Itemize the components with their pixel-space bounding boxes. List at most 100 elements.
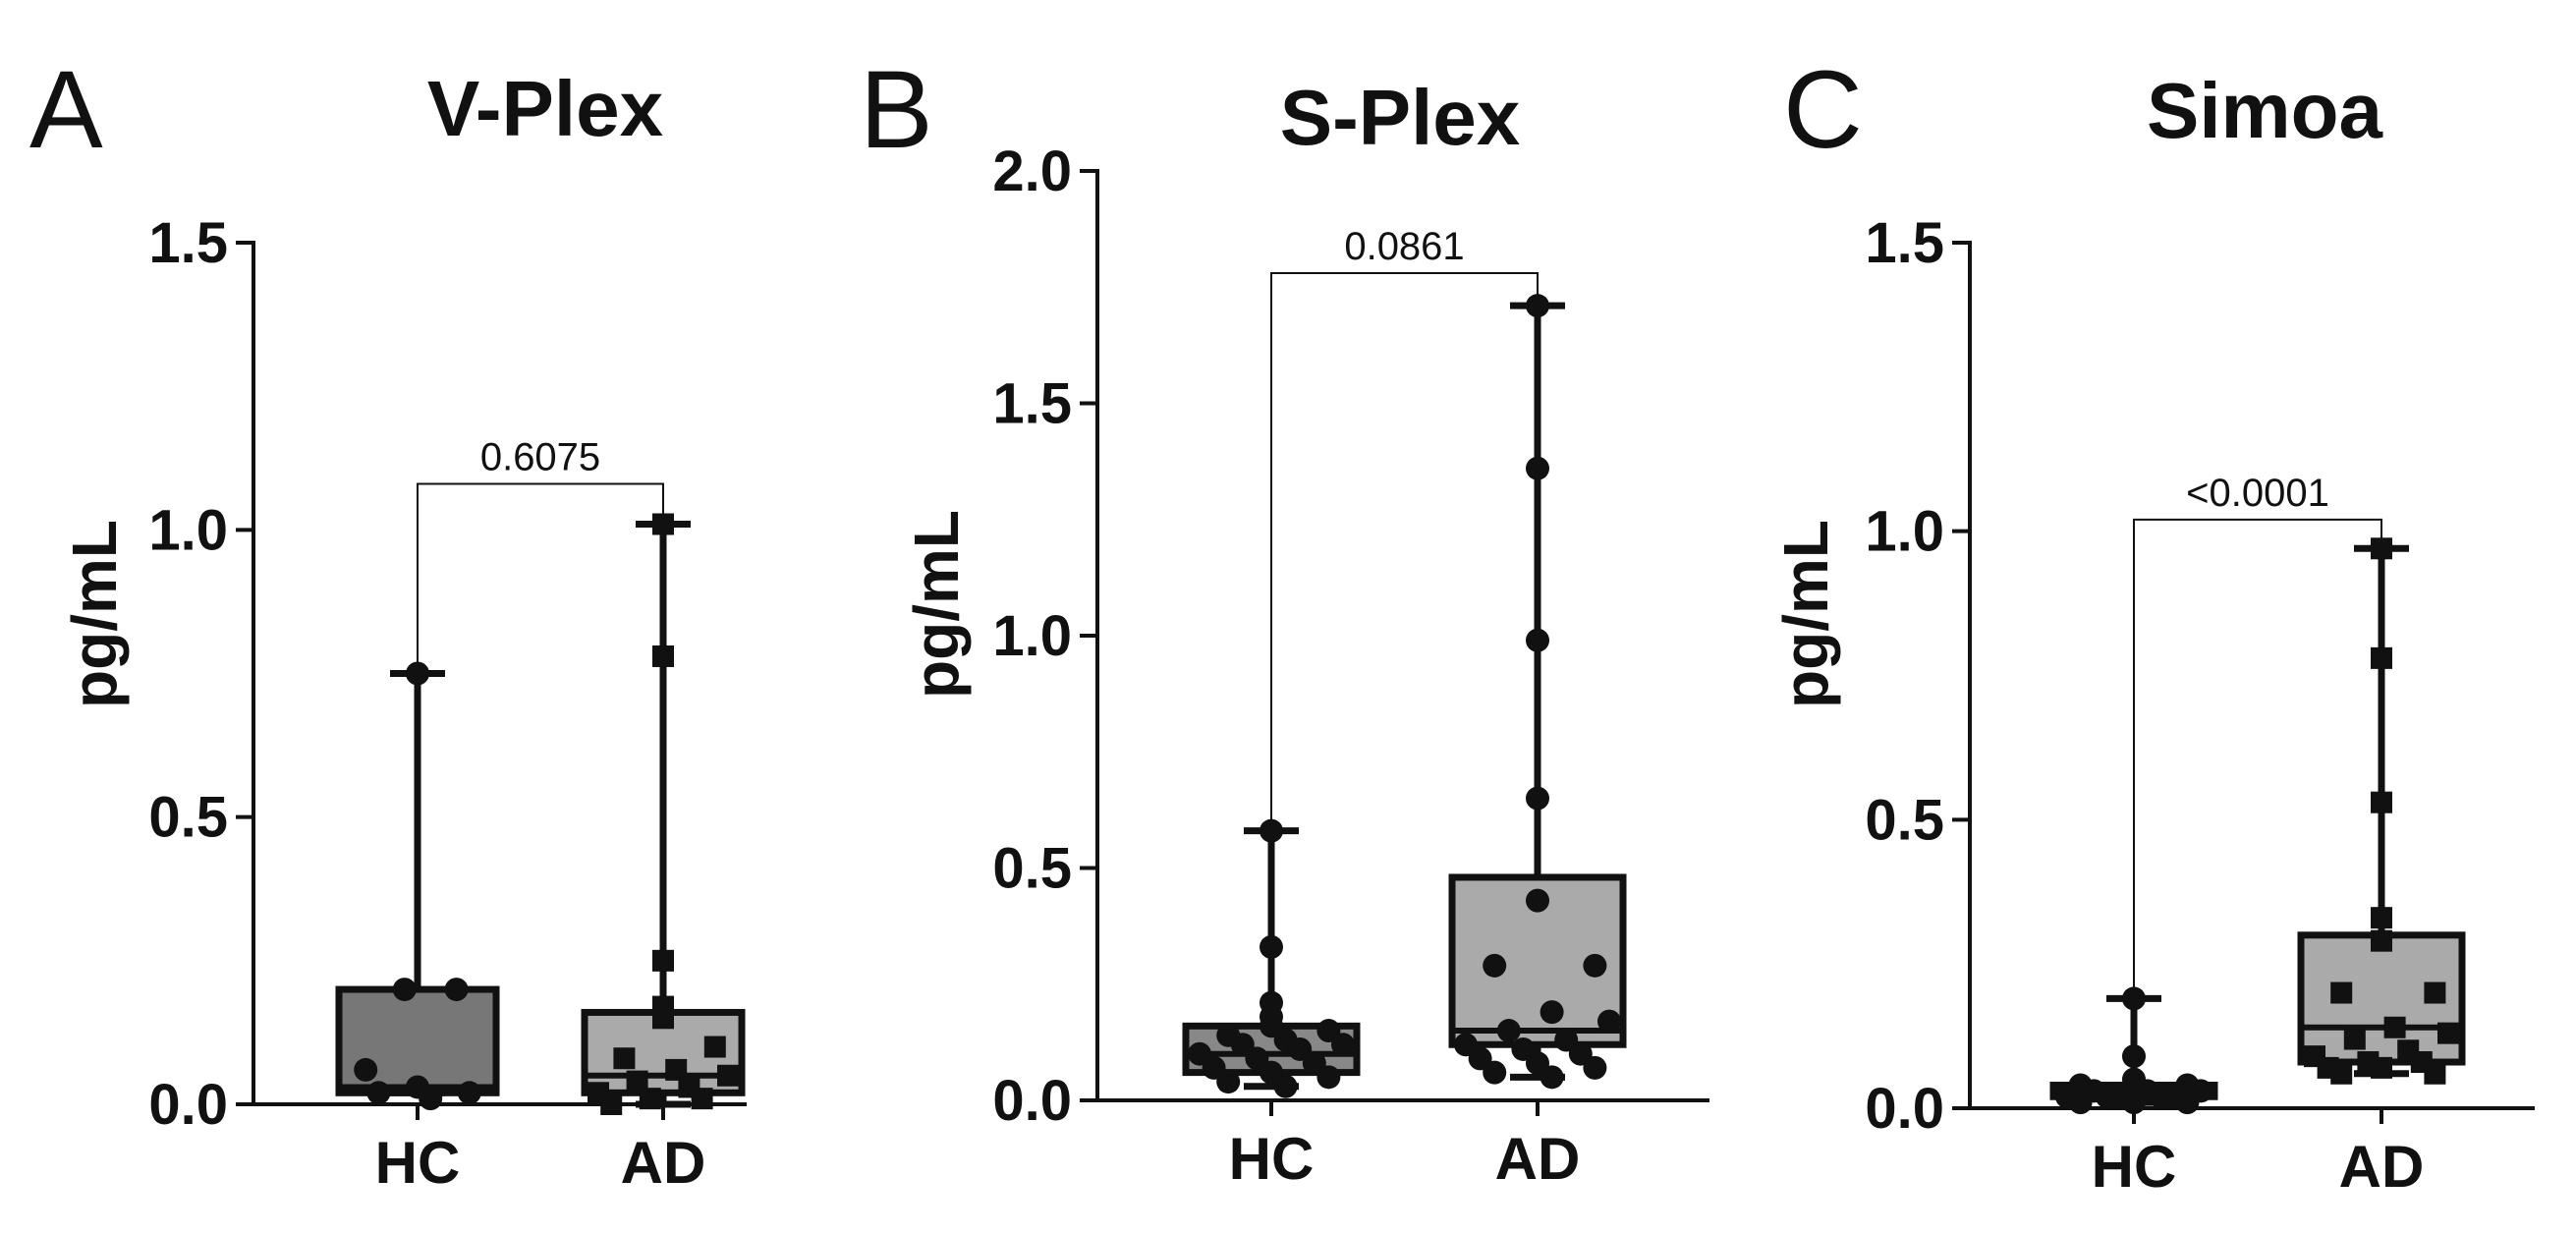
y-tick-label: 0.5 (992, 837, 1072, 901)
y-tick-label: 2.0 (992, 140, 1072, 203)
data-point (2371, 1056, 2392, 1079)
comparison-bracket: 0.6075 (417, 436, 664, 666)
y-tick-label: 0.5 (148, 786, 228, 850)
box-group-ad (2297, 537, 2466, 1085)
data-point (1260, 818, 1283, 843)
panel-letter: A (29, 48, 103, 171)
data-point (1583, 953, 1607, 978)
data-point (2122, 1044, 2146, 1069)
data-point (652, 645, 674, 667)
y-tick-label: 0.0 (1865, 1077, 1944, 1141)
data-point (2383, 1016, 2406, 1038)
data-point (2068, 1091, 2093, 1115)
data-point (691, 1088, 713, 1110)
data-point (626, 1070, 648, 1093)
y-tick-label: 1.0 (992, 604, 1072, 668)
comparison-bracket: 0.0861 (1270, 225, 1539, 823)
chart-panel-b: B S-Plex pg/mL 0.0 0.5 1.0 1.5 2.0 HC AD 0.0861 (860, 48, 1709, 1192)
box-group-hc (1182, 818, 1361, 1098)
y-tick-label: 0.0 (992, 1069, 1072, 1133)
y-axis-label: pg/mL (59, 520, 130, 708)
data-point (2371, 791, 2392, 813)
chart-panel-c: C Simoa pg/mL 0.0 0.5 1.0 1.5 HC AD <0.0001 (1770, 48, 2535, 1200)
panel-letter: B (860, 48, 933, 171)
box-iqr (2297, 931, 2466, 1066)
data-point (1526, 786, 1549, 811)
data-point (2343, 1028, 2366, 1050)
data-point (1526, 294, 1549, 318)
x-tick-label: HC (2092, 1134, 2177, 1200)
y-tick-label: 0.5 (1865, 788, 1944, 852)
y-axis-label: pg/mL (1770, 520, 1841, 708)
panel-letter: C (1783, 48, 1863, 171)
data-point (1540, 1000, 1564, 1025)
box-group-ad (1448, 294, 1627, 1090)
data-point (2175, 1091, 2200, 1115)
data-point (639, 1088, 661, 1110)
data-point (1597, 1009, 1621, 1034)
data-point (2330, 981, 2353, 1004)
data-point (1483, 953, 1507, 978)
data-point (1316, 1065, 1341, 1090)
box-group-hc (2049, 986, 2218, 1115)
data-point (2371, 907, 2392, 929)
chart-title: Simoa (2147, 67, 2383, 154)
p-value-label: <0.0001 (2186, 472, 2329, 515)
data-point (652, 1007, 674, 1030)
p-value-label: 0.0861 (1344, 225, 1464, 268)
data-point (1273, 1074, 1298, 1098)
bracket-line (417, 482, 664, 666)
data-point (1483, 1060, 1507, 1085)
y-tick-label: 1.0 (1865, 500, 1944, 564)
x-tick-label: AD (2339, 1134, 2425, 1200)
data-point (717, 1064, 739, 1087)
y-axis-label: pg/mL (901, 510, 972, 699)
data-point (652, 949, 674, 972)
data-point (613, 1047, 636, 1070)
data-point (366, 1081, 391, 1105)
x-tick-label: AD (621, 1130, 706, 1196)
bracket-line (2133, 518, 2382, 991)
data-point (2330, 1062, 2353, 1085)
data-point (2371, 646, 2392, 669)
data-point (1496, 1019, 1521, 1043)
data-point (2122, 1091, 2146, 1115)
data-point (419, 1087, 443, 1111)
y-tick-label: 1.5 (1865, 211, 1944, 275)
comparison-bracket: <0.0001 (2133, 472, 2382, 991)
data-point (1526, 628, 1549, 652)
bracket-line (1270, 272, 1539, 823)
y-tick-label: 1.5 (992, 372, 1072, 436)
chart-panel-a: A V-Plex pg/mL 0.0 0.5 1.0 1.5 HC AD 0.6075 (29, 48, 747, 1196)
data-point (444, 978, 469, 1002)
data-point (1583, 1055, 1607, 1080)
y-tick-label: 0.0 (148, 1073, 228, 1137)
box-group-hc (335, 661, 500, 1111)
data-point (1331, 1033, 1355, 1057)
data-point (1526, 888, 1549, 913)
data-point (652, 513, 674, 535)
p-value-label: 0.6075 (480, 436, 600, 479)
data-point (392, 978, 417, 1002)
box-group-ad (581, 513, 746, 1115)
data-point (2371, 537, 2392, 560)
y-tick-label: 1.0 (148, 498, 228, 562)
data-point (2122, 986, 2146, 1011)
y-tick-label: 1.5 (148, 211, 228, 275)
data-point (354, 1057, 378, 1082)
data-point (457, 1081, 481, 1105)
data-point (703, 1036, 726, 1058)
data-point (1216, 1070, 1241, 1094)
data-point (2424, 981, 2446, 1004)
data-point (1260, 934, 1283, 959)
data-point (665, 1058, 688, 1081)
chart-title: V-Plex (427, 65, 663, 152)
data-point (1540, 1065, 1564, 1090)
x-tick-label: HC (375, 1130, 461, 1196)
x-tick-label: HC (1229, 1126, 1315, 1192)
data-point (2424, 1062, 2446, 1085)
chart-title: S-Plex (1280, 74, 1521, 161)
data-point (2371, 929, 2392, 952)
x-tick-label: AD (1495, 1126, 1581, 1192)
